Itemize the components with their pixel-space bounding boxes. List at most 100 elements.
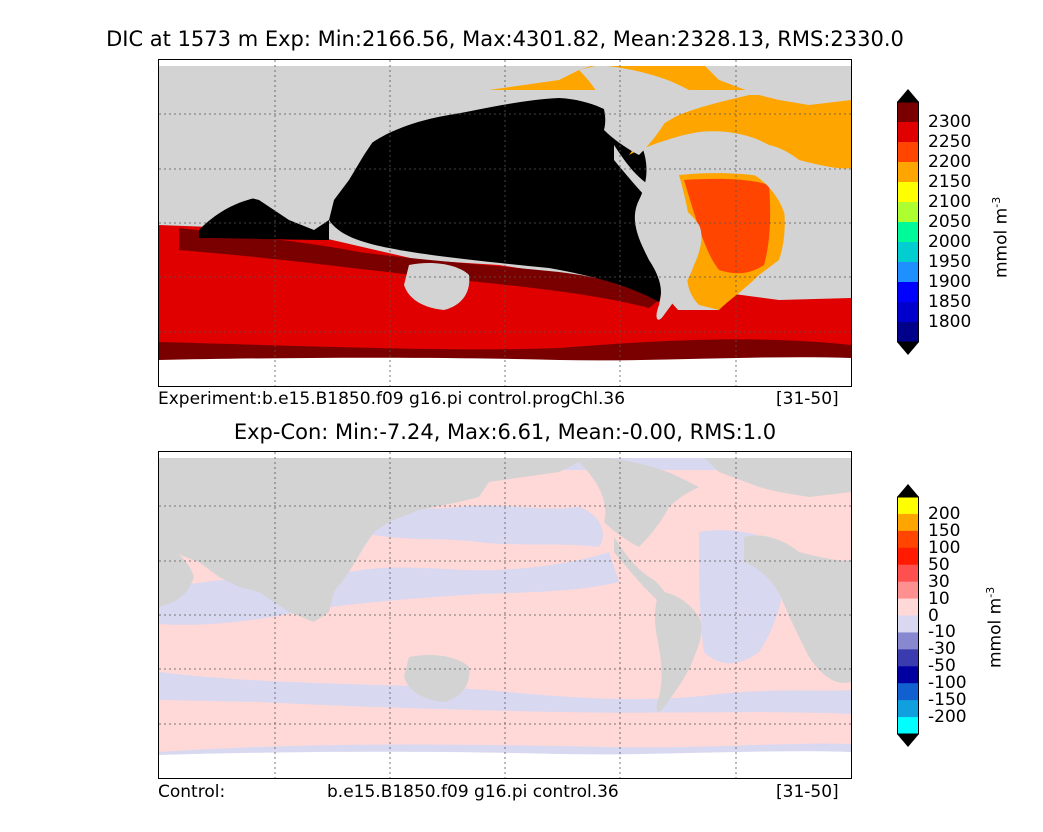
top-map-svg bbox=[159, 60, 851, 386]
bottom-unit-text: mmol m bbox=[985, 597, 1006, 668]
bottom-colorbar-over-arrow bbox=[897, 484, 919, 497]
bottom-colorbar-swatch bbox=[897, 615, 919, 633]
top-map-panel bbox=[158, 59, 852, 387]
bottom-colorbar-tick-label: -200 bbox=[928, 707, 967, 728]
bottom-colorbar-swatch bbox=[897, 564, 919, 583]
west-land bbox=[159, 150, 194, 215]
bottom-map-panel bbox=[158, 451, 852, 779]
bottom-colorbar-swatch bbox=[897, 513, 919, 532]
top-map-title: DIC at 1573 m Exp: Min:2166.56, Max:4301… bbox=[106, 27, 904, 51]
top-colorbar-swatch bbox=[897, 242, 919, 263]
bottom-colorbar-tick-label: 10 bbox=[928, 588, 950, 609]
bottom-colorbar-unit: mmol m-3 bbox=[984, 587, 1006, 668]
eurasia-land bbox=[159, 60, 609, 230]
bottom-caption-case: b.e15.B1850.f09 g16.pi control.36 bbox=[327, 782, 619, 802]
top-colorbar-swatch bbox=[897, 282, 919, 303]
bottom-colorbar-tick-label: 150 bbox=[928, 520, 961, 541]
top-colorbar-tick-label: 2250 bbox=[928, 132, 972, 152]
map-gridlines-b bbox=[159, 452, 851, 778]
top-colorbar-swatch bbox=[897, 202, 919, 223]
bottom-colorbar-under-arrow bbox=[897, 734, 919, 747]
top-colorbar-swatch bbox=[897, 302, 919, 323]
top-colorbar-tick-label: 2200 bbox=[928, 152, 972, 172]
top-colorbar-swatch bbox=[897, 142, 919, 163]
top-colorbar-swatch bbox=[897, 262, 919, 283]
top-colorbar-over-arrow bbox=[897, 89, 919, 102]
bottom-colorbar-tick-label: 200 bbox=[928, 503, 961, 524]
top-colorbar bbox=[897, 89, 919, 355]
south-america-land-b bbox=[654, 592, 702, 712]
australia-land-b bbox=[404, 655, 470, 702]
top-unit-exp: -3 bbox=[990, 196, 1003, 208]
australia-land bbox=[404, 263, 470, 310]
bottom-colorbar-tick-label: 50 bbox=[928, 554, 950, 575]
bottom-colorbar-swatch bbox=[897, 547, 919, 566]
north-america-land bbox=[579, 65, 699, 155]
negative-band-tropical bbox=[159, 552, 619, 625]
eurasia-land-b bbox=[159, 452, 609, 622]
top-colorbar-tick-label: 2050 bbox=[928, 212, 972, 232]
bottom-colorbar-swatch bbox=[897, 497, 919, 515]
bottom-colorbar-tick-label: -10 bbox=[928, 622, 956, 643]
bottom-colorbar-tick-label: -50 bbox=[928, 656, 956, 677]
north-america-land-b bbox=[579, 457, 699, 547]
top-colorbar-swatch bbox=[897, 162, 919, 183]
central-america-land-b bbox=[614, 537, 669, 602]
top-colorbar-tick-label: 1800 bbox=[928, 312, 972, 332]
top-colorbar-swatch bbox=[897, 322, 919, 343]
bottom-colorbar-tick-label: 0 bbox=[928, 605, 939, 626]
top-colorbar-swatch bbox=[897, 122, 919, 143]
top-caption-experiment: Experiment:b.e15.B1850.f09 g16.pi contro… bbox=[158, 389, 626, 409]
bottom-colorbar-tick-label: -150 bbox=[928, 690, 967, 711]
top-colorbar-tick-label: 1900 bbox=[928, 272, 972, 292]
bottom-colorbar-swatch bbox=[897, 598, 919, 616]
bottom-map-svg bbox=[159, 452, 851, 778]
top-colorbar-tick-label: 1850 bbox=[928, 292, 972, 312]
atlantic-orange-red bbox=[684, 178, 771, 274]
arctic-ice bbox=[159, 60, 851, 66]
central-america-land bbox=[614, 145, 669, 210]
top-colorbar-tick-label: 2150 bbox=[928, 172, 972, 192]
top-colorbar-svg bbox=[897, 89, 919, 355]
greenland-land bbox=[699, 60, 851, 105]
top-colorbar-tick-label: 2300 bbox=[928, 112, 972, 132]
bottom-unit-exp: -3 bbox=[984, 586, 997, 598]
bottom-colorbar-swatch bbox=[897, 581, 919, 600]
bottom-colorbar-swatch bbox=[897, 649, 919, 667]
bottom-colorbar-swatch bbox=[897, 530, 919, 549]
bottom-colorbar-outline bbox=[897, 496, 919, 735]
bottom-colorbar-tick-label: -30 bbox=[928, 639, 956, 660]
antarctic-ice-b bbox=[159, 751, 851, 778]
top-colorbar-tick-label: 2100 bbox=[928, 192, 972, 212]
top-colorbar-swatch bbox=[897, 102, 919, 123]
arctic-ice-b bbox=[159, 452, 851, 458]
bottom-caption-years: [31-50] bbox=[776, 782, 839, 802]
bottom-colorbar-swatch bbox=[897, 717, 919, 735]
bottom-colorbar-tick-label: -100 bbox=[928, 673, 967, 694]
bottom-colorbar-swatch bbox=[897, 666, 919, 684]
top-colorbar-unit: mmol m-3 bbox=[990, 197, 1012, 278]
bottom-colorbar-tick-label: 100 bbox=[928, 537, 961, 558]
bottom-colorbar-swatch bbox=[897, 632, 919, 650]
top-colorbar-under-arrow bbox=[897, 342, 919, 355]
top-colorbar-tick-label: 1950 bbox=[928, 252, 972, 272]
bottom-map-title: Exp-Con: Min:-7.24, Max:6.61, Mean:-0.00… bbox=[233, 420, 777, 444]
equatorial-black bbox=[399, 240, 539, 260]
bottom-colorbar-tick-label: 30 bbox=[928, 571, 950, 592]
top-colorbar-tick-label: 2000 bbox=[928, 232, 972, 252]
africa-land bbox=[744, 143, 851, 291]
top-colorbar-outline bbox=[897, 101, 919, 343]
bottom-colorbar-swatch bbox=[897, 683, 919, 701]
west-land-b bbox=[159, 542, 194, 607]
top-colorbar-swatch bbox=[897, 182, 919, 203]
top-colorbar-swatch bbox=[897, 222, 919, 243]
top-unit-text: mmol m bbox=[991, 207, 1012, 278]
map-gridlines bbox=[159, 60, 851, 386]
bottom-colorbar-swatch bbox=[897, 700, 919, 718]
greenland-land-b bbox=[699, 452, 851, 497]
negative-band-north-pacific bbox=[339, 505, 603, 547]
bottom-caption-control: Control: bbox=[158, 782, 226, 802]
south-america-land bbox=[654, 200, 702, 320]
bottom-colorbar bbox=[897, 484, 919, 747]
africa-land-b bbox=[744, 535, 851, 683]
